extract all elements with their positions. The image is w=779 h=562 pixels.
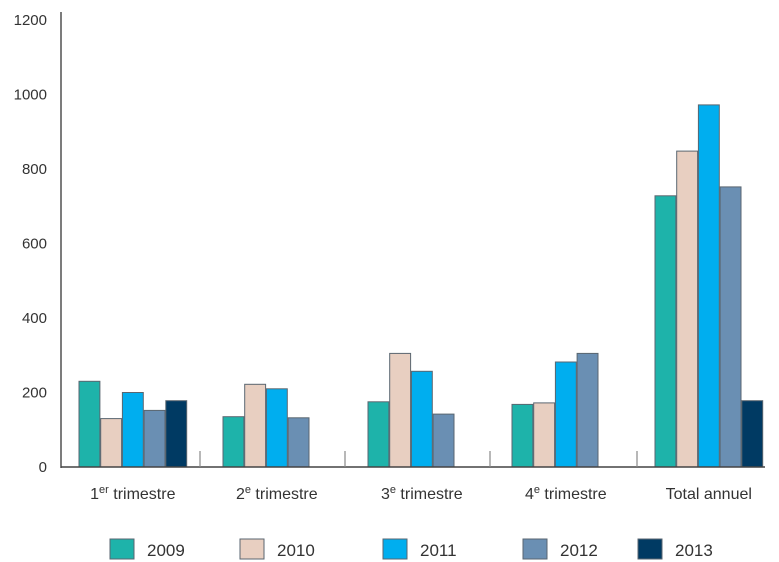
y-tick-label: 800: [22, 161, 47, 178]
bar: [554, 361, 577, 468]
bar: [741, 400, 764, 468]
legend-label: 2011: [420, 541, 457, 560]
y-tick-label: 600: [22, 236, 47, 253]
y-tick-label: 0: [39, 459, 47, 476]
bar: [244, 383, 267, 468]
bar: [265, 388, 288, 468]
legend-label: 2010: [277, 541, 315, 560]
legend-swatch: [382, 538, 408, 560]
y-tick-label: 1200: [14, 12, 47, 29]
bar: [143, 409, 166, 468]
bar: [697, 104, 720, 468]
bar: [78, 380, 101, 468]
y-axis-ticks: 0 200 400 600 800 1000 1200: [14, 12, 47, 476]
axes: [60, 12, 765, 468]
category-label: 1er trimestre: [90, 484, 175, 503]
legend-swatch: [239, 538, 265, 560]
category-label: 3e trimestre: [381, 484, 463, 503]
category-label: 4e trimestre: [525, 484, 607, 503]
legend-label: 2009: [147, 541, 185, 560]
legend: 2009 2010 2011 2012 2013: [109, 538, 713, 560]
y-tick-label: 200: [22, 385, 47, 402]
bar: [511, 403, 534, 468]
bar: [654, 195, 677, 468]
legend-swatch: [522, 538, 548, 560]
legend-swatch: [637, 538, 663, 560]
y-tick-label: 1000: [14, 87, 47, 104]
bar: [719, 186, 742, 468]
bars: [78, 104, 764, 468]
x-axis-labels: 1er trimestre 2e trimestre 3e trimestre 4e …: [90, 484, 752, 503]
bar: [165, 400, 188, 468]
y-tick-label: 400: [22, 310, 47, 327]
legend-label: 2013: [675, 541, 713, 560]
bar: [410, 370, 433, 468]
bar: [367, 401, 390, 468]
bar: [287, 417, 310, 468]
bar: [676, 150, 699, 468]
bar: [222, 416, 245, 468]
bar: [576, 352, 599, 468]
bar: [389, 352, 412, 468]
bar: [100, 418, 123, 468]
category-label: 2e trimestre: [236, 484, 318, 503]
bar: [432, 413, 455, 468]
legend-swatch: [109, 538, 135, 560]
bar: [533, 402, 556, 468]
category-label: Total annuel: [666, 486, 752, 503]
bar: [121, 392, 144, 468]
legend-label: 2012: [560, 541, 598, 560]
